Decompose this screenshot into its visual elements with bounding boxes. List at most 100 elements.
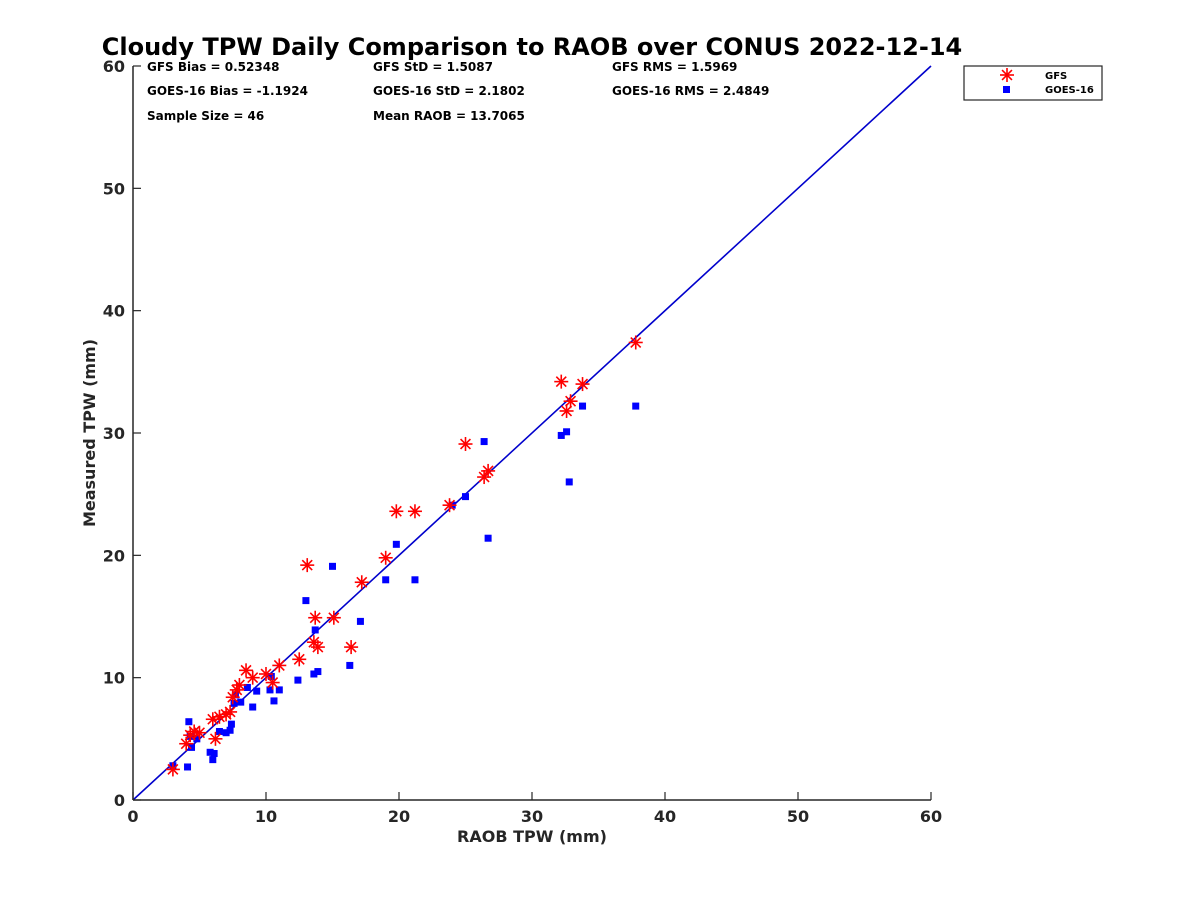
goes16-point [210, 750, 218, 758]
legend-gfs-asterisk-icon [1000, 68, 1014, 82]
x-tick-label: 10 [255, 807, 277, 826]
y-tick-label: 40 [103, 302, 125, 321]
goes-bias-text: GOES-16 Bias = -1.1924 [147, 84, 308, 98]
goes16-point [215, 727, 223, 735]
y-tick-label: 30 [103, 424, 125, 443]
goes-rms-text: GOES-16 RMS = 2.4849 [612, 84, 769, 98]
y-tick-label: 0 [114, 791, 125, 810]
gfs-point [442, 498, 457, 513]
goes16-point [230, 699, 238, 707]
goes16-point [382, 576, 390, 584]
goes16-point [206, 748, 214, 756]
goes16-point [484, 534, 492, 542]
goes16-point [266, 686, 274, 694]
gfs-point [628, 335, 643, 350]
goes16-point [209, 756, 217, 764]
goes16-point [632, 402, 640, 410]
legend: GFS GOES-16 [963, 65, 1103, 101]
legend-goes-label: GOES-16 [1045, 85, 1094, 96]
goes16-point [237, 698, 245, 706]
gfs-point [554, 374, 569, 389]
gfs-point [208, 731, 223, 746]
goes16-point [267, 672, 275, 680]
y-tick-label: 10 [103, 669, 125, 688]
axes: 00 10 10 20 20 30 30 40 40 50 50 60 60 [103, 57, 942, 826]
mean-raob-text: Mean RAOB = 13.7065 [373, 109, 525, 123]
gfs-point [223, 704, 238, 719]
x-tick-label: 0 [127, 807, 138, 826]
gfs-point [326, 610, 341, 625]
goes16-point [392, 540, 400, 548]
gfs-point [205, 712, 220, 727]
x-axis-label: RAOB TPW (mm) [457, 827, 607, 846]
goes16-point [270, 697, 278, 705]
gfs-point [292, 652, 307, 667]
x-tick-label: 40 [654, 807, 676, 826]
goes16-point [346, 661, 354, 669]
gfs-point [219, 707, 234, 722]
goes16-point [480, 438, 488, 446]
gfs-point [378, 550, 393, 565]
goes16-point [243, 683, 251, 691]
gfs-point [192, 725, 207, 740]
goes16-point [226, 726, 234, 734]
goes16-point [302, 597, 310, 605]
gfs-point [310, 640, 325, 655]
gfs-point [265, 675, 280, 690]
gfs-point [407, 504, 422, 519]
gfs-point [300, 558, 315, 573]
y-tick-label: 50 [103, 179, 125, 198]
gfs-point [481, 463, 496, 478]
gfs-std-text: GFS StD = 1.5087 [373, 60, 493, 74]
gfs-point [308, 610, 323, 625]
x-tick-label: 30 [521, 807, 543, 826]
y-axis-label: Measured TPW (mm) [80, 339, 99, 527]
x-tick-label: 20 [388, 807, 410, 826]
gfs-bias-text: GFS Bias = 0.52348 [147, 60, 279, 74]
x-tick-label: 60 [920, 807, 942, 826]
goes16-point [329, 562, 336, 570]
goes16-point [249, 703, 257, 711]
goes16-point [565, 478, 573, 486]
gfs-point [232, 678, 247, 693]
data-points-layer [165, 335, 643, 777]
goes16-point [188, 743, 196, 751]
chart-title: Cloudy TPW Daily Comparison to RAOB over… [102, 33, 962, 61]
gfs-point [272, 658, 287, 673]
goes16-point [563, 428, 571, 436]
y-tick-label: 20 [103, 546, 125, 565]
goes16-point [411, 576, 419, 584]
gfs-point [458, 437, 473, 452]
goes16-point [253, 687, 261, 695]
legend-goes-marker-icon [1003, 86, 1010, 93]
goes16-point [314, 668, 322, 676]
goes16-point [275, 686, 283, 694]
gfs-rms-text: GFS RMS = 1.5969 [612, 60, 737, 74]
gfs-point [245, 670, 260, 685]
goes16-point [184, 763, 192, 771]
goes16-point [311, 626, 319, 634]
goes-std-text: GOES-16 StD = 2.1802 [373, 84, 525, 98]
goes16-point [310, 670, 318, 678]
legend-box [963, 65, 1103, 101]
goes16-point [462, 493, 469, 501]
sample-size-text: Sample Size = 46 [147, 109, 264, 123]
stats-block: GFS Bias = 0.52348 GOES-16 Bias = -1.192… [147, 60, 769, 123]
gfs-point [344, 640, 359, 655]
gfs-point [563, 394, 578, 409]
goes16-point [185, 718, 193, 726]
legend-gfs-marker-icon [1000, 68, 1014, 82]
goes16-point [557, 431, 565, 439]
goes16-point [579, 402, 587, 410]
gfs-point [389, 504, 404, 519]
gfs-point [354, 575, 369, 590]
gfs-point [259, 666, 273, 681]
gfs-point [225, 690, 240, 705]
goes16-point [356, 617, 364, 625]
goes16-point [193, 735, 201, 743]
gfs-point [575, 377, 590, 392]
goes16-point [222, 729, 230, 737]
x-tick-label: 50 [787, 807, 809, 826]
